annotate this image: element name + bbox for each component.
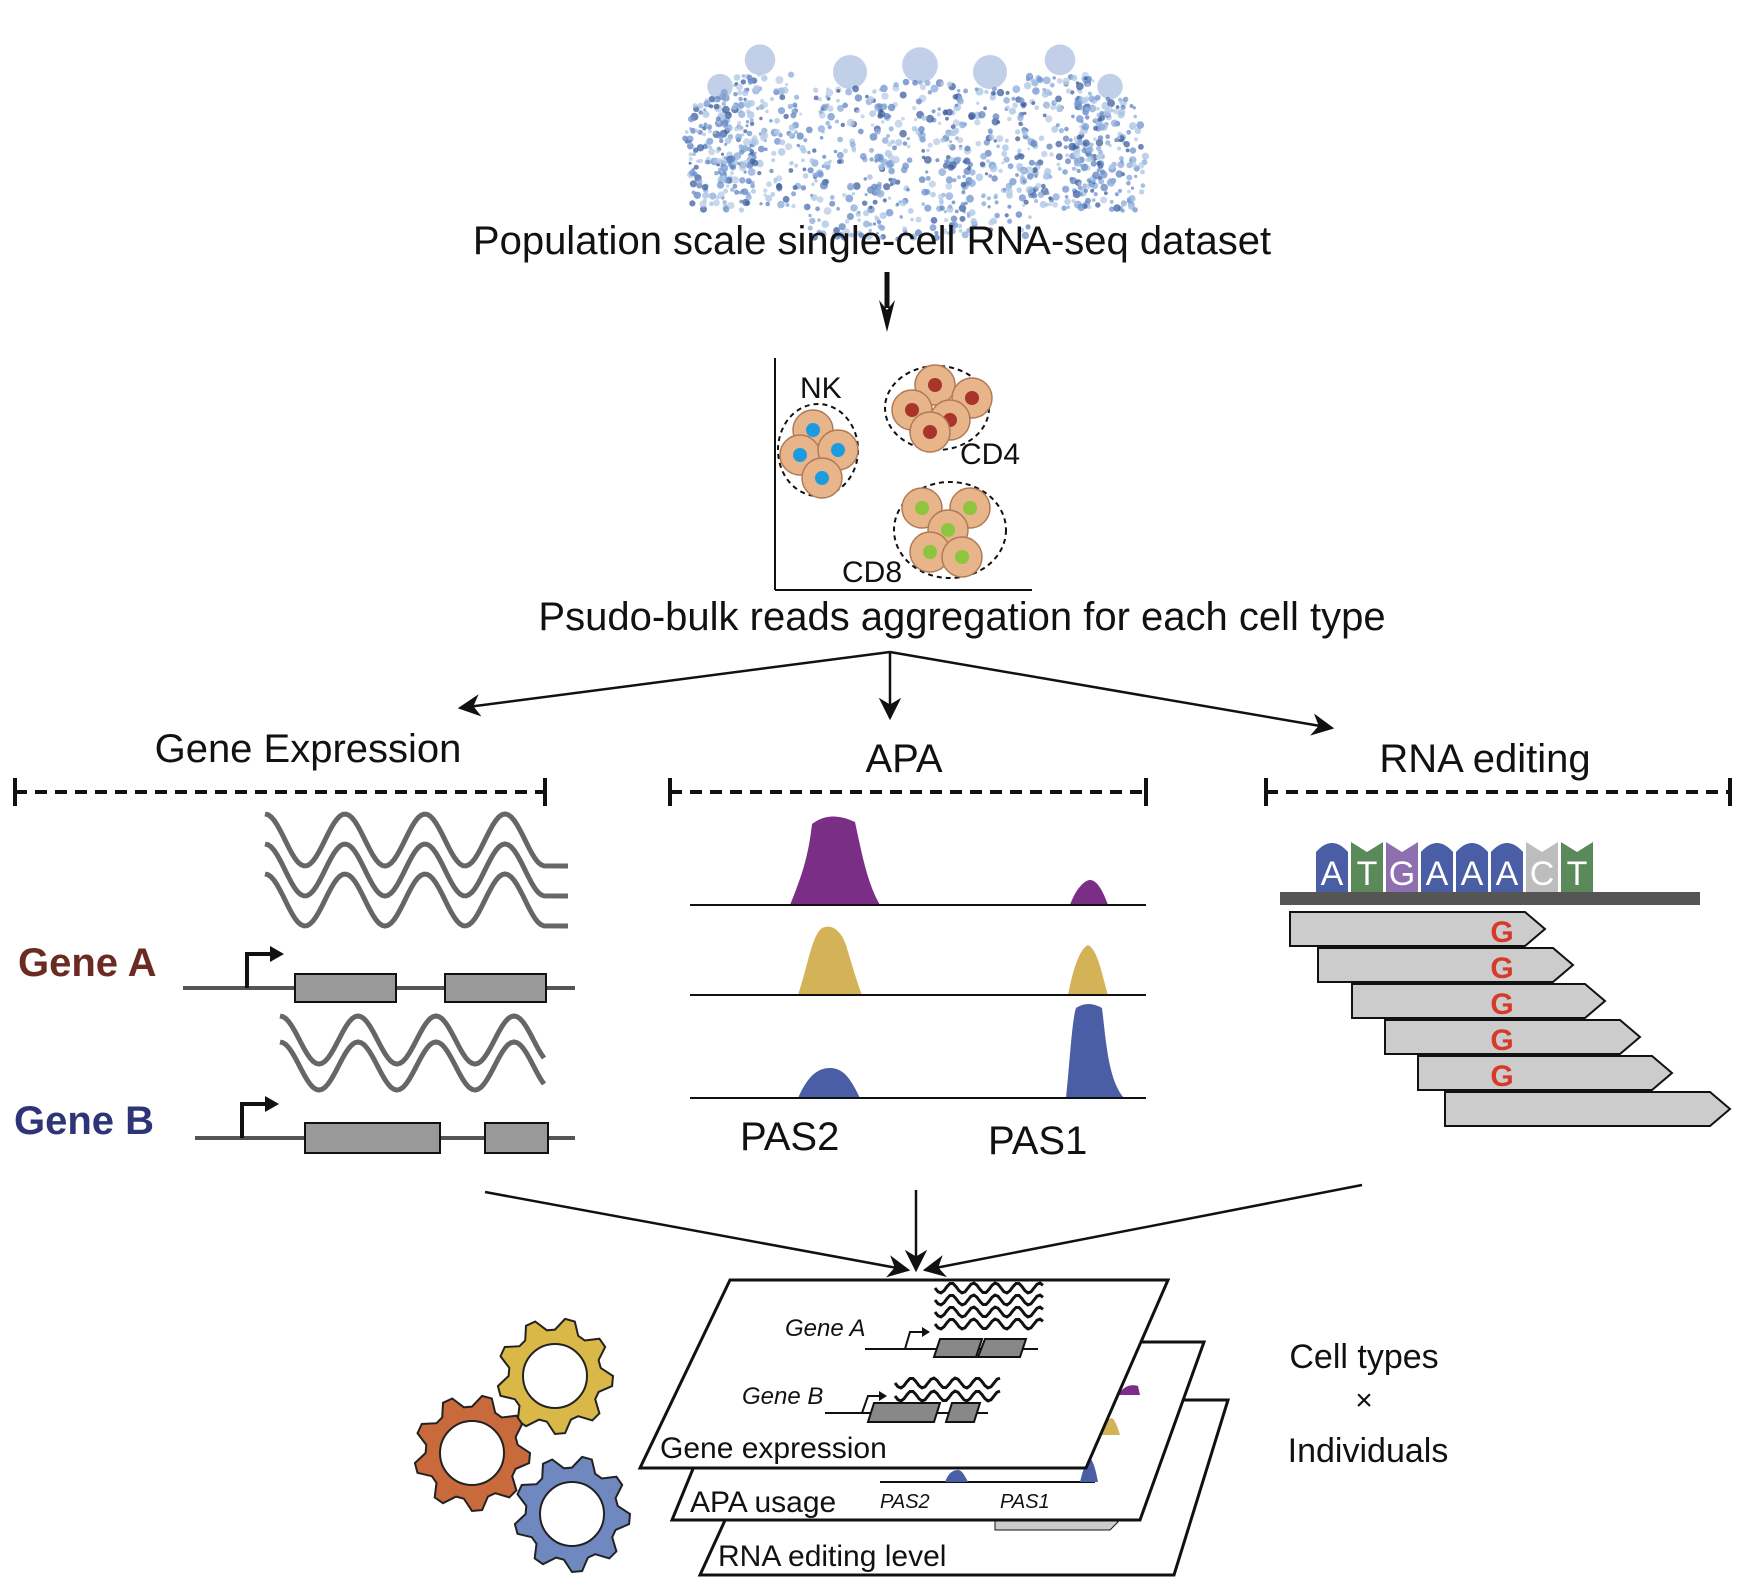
base-C-7: C	[1526, 842, 1558, 893]
base-A-5: A	[1456, 843, 1488, 893]
section-dividers	[13, 778, 1732, 806]
matrix-label-individuals: Individuals	[1288, 1432, 1449, 1470]
apa-track-2-pas2-peak	[798, 926, 862, 995]
layer-gene-b-label: Gene B	[742, 1383, 823, 1410]
nk-label: NK	[800, 372, 842, 405]
edited-base-label: G	[1490, 952, 1513, 985]
cd8-label: CD8	[842, 556, 902, 589]
gene-expression-panel: Gene A Gene B	[14, 811, 575, 1154]
pas2-label: PAS2	[740, 1115, 839, 1159]
gene-b-promoter-icon	[240, 1102, 268, 1138]
layer-apa-usage-label: APA usage	[690, 1486, 836, 1519]
layer-apa-pas1-label: PAS1	[1000, 1491, 1050, 1513]
read-5: G	[1417, 1055, 1674, 1093]
apa-track-1-pas2-peak	[790, 816, 880, 905]
layer-apa-pas1-peak	[1080, 1458, 1098, 1482]
gene-a-label: Gene A	[18, 941, 157, 985]
edited-base-label: G	[1490, 988, 1513, 1021]
gene-a-exon-1	[294, 973, 397, 1003]
svg-text:A: A	[1496, 855, 1519, 893]
layer-apa-gold-peak	[1100, 1418, 1120, 1435]
gears-icon	[413, 1317, 632, 1574]
apa-track-3-pas1-peak	[1066, 1004, 1124, 1098]
svg-text:A: A	[1426, 855, 1449, 893]
svg-text:G: G	[1389, 855, 1415, 893]
gene-b-label: Gene B	[14, 1099, 154, 1143]
base-A-1: A	[1316, 843, 1348, 893]
read-3: G	[1351, 983, 1607, 1021]
apa-track-1-pas1-peak	[1070, 880, 1108, 905]
read-1: G	[1289, 911, 1547, 949]
apa-header: APA	[865, 737, 942, 781]
edited-base-label: G	[1490, 916, 1513, 949]
layer-gene-a-exon-2	[976, 1338, 1028, 1358]
base-G-3: G	[1386, 842, 1418, 893]
reference-bar	[1280, 892, 1700, 905]
matrix-label-times: ×	[1355, 1384, 1373, 1417]
down-arrow-icon	[879, 272, 895, 332]
read-4: G	[1384, 1019, 1642, 1057]
svg-text:T: T	[1357, 855, 1378, 893]
svg-text:A: A	[1461, 855, 1484, 893]
gene-a-exon-2	[444, 973, 547, 1003]
layer-apa-pas2-peak	[945, 1470, 968, 1482]
apa-panel: PAS2 PAS1	[690, 816, 1146, 1163]
cd4-label: CD4	[960, 438, 1020, 471]
gear-yellow-icon	[496, 1317, 615, 1436]
edited-base-label: G	[1490, 1060, 1513, 1093]
gene-b-reads	[279, 1013, 547, 1093]
read-2: G	[1317, 947, 1575, 985]
base-T-2: T	[1351, 842, 1383, 893]
population-figure-icon	[682, 44, 1149, 242]
svg-text:T: T	[1567, 855, 1588, 893]
pas1-label: PAS1	[988, 1119, 1087, 1163]
stacked-layers: RNA editing level PAS2 PAS1 APA usage Ge…	[637, 1278, 1231, 1577]
layer-rna-editing-label: RNA editing level	[718, 1540, 946, 1573]
layer-gene-expression-reads	[893, 1281, 1044, 1403]
gene-expression-header: Gene Expression	[155, 727, 462, 771]
gene-a-reads	[264, 811, 569, 929]
layer-gene-b-exon-1	[866, 1402, 942, 1423]
matrix-label-cell-types: Cell types	[1289, 1338, 1438, 1376]
cluster-plot: NK CD4 CD8	[774, 358, 1032, 591]
layer-apa-purple-peak	[1118, 1385, 1140, 1395]
cd8-cluster-outline	[893, 481, 1007, 579]
gear-blue-icon	[513, 1455, 632, 1574]
layer-gene-expression-label: Gene expression	[660, 1432, 887, 1465]
apa-track-3-pas2-peak	[798, 1068, 860, 1098]
base-A-4: A	[1421, 843, 1453, 893]
gene-b-exon-2	[484, 1122, 549, 1154]
read-6	[1444, 1091, 1732, 1127]
layer-gene-expression	[637, 1278, 1171, 1470]
rna-editing-header: RNA editing	[1379, 737, 1590, 781]
svg-text:A: A	[1321, 855, 1344, 893]
apa-track-2-pas1-peak	[1068, 945, 1108, 995]
gene-a-promoter-icon	[245, 952, 273, 988]
layer-gene-a-exon-1	[932, 1338, 984, 1358]
cell-group	[779, 364, 993, 578]
split-arrows	[457, 650, 1335, 736]
base-A-6: A	[1491, 843, 1523, 893]
layer-gene-b-exon-2	[944, 1402, 982, 1423]
svg-text:C: C	[1530, 855, 1555, 893]
layer-apa-pas2-label: PAS2	[880, 1491, 930, 1513]
base-T-8: T	[1561, 842, 1593, 893]
gear-orange-icon	[413, 1394, 532, 1513]
edited-base-label: G	[1490, 1024, 1513, 1057]
aggregation-title: Psudo-bulk reads aggregation for each ce…	[538, 595, 1385, 639]
merge-arrows	[484, 1183, 1363, 1278]
dataset-title: Population scale single-cell RNA-seq dat…	[473, 219, 1271, 263]
layer-gene-a-label: Gene A	[785, 1315, 866, 1342]
gene-b-exon-1	[304, 1122, 441, 1154]
